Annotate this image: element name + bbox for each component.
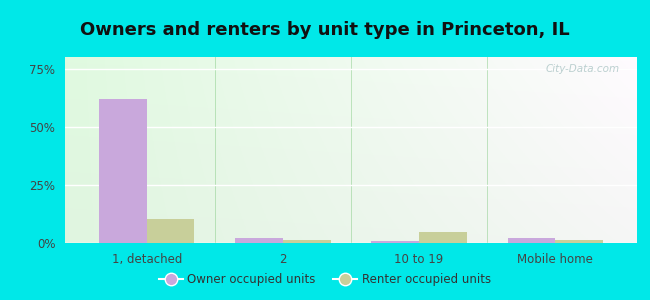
Bar: [555, 239, 603, 243]
Bar: [508, 238, 555, 243]
Bar: [99, 99, 147, 243]
Bar: [371, 241, 419, 243]
Legend: Owner occupied units, Renter occupied units: Owner occupied units, Renter occupied un…: [154, 269, 496, 291]
Text: Owners and renters by unit type in Princeton, IL: Owners and renters by unit type in Princ…: [80, 21, 570, 39]
Text: City-Data.com: City-Data.com: [546, 64, 620, 74]
Bar: [235, 238, 283, 243]
Bar: [147, 219, 194, 243]
Bar: [283, 240, 331, 243]
Bar: [419, 232, 467, 243]
